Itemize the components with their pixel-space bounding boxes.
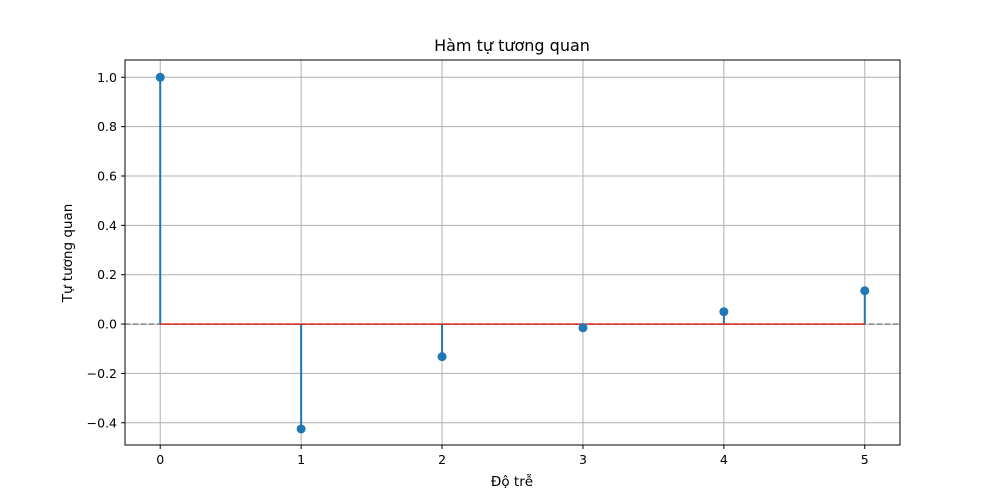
- y-tick-label: 1.0: [97, 70, 117, 85]
- x-tick-label: 1: [297, 452, 305, 467]
- y-tick-label: 0.4: [97, 218, 117, 233]
- x-tick-label: 3: [579, 452, 587, 467]
- grid-layer: [125, 60, 900, 445]
- y-tick-label: 0.6: [97, 168, 117, 183]
- y-tick-label: −0.4: [87, 415, 117, 430]
- stem-marker: [860, 286, 870, 296]
- y-tick-label: 0.8: [97, 119, 117, 134]
- y-axis-label: Tự tương quan: [60, 204, 76, 304]
- x-axis-label: Độ trễ: [491, 473, 533, 490]
- tick-layer: 0 1 2 3 4 5 −0.4 −0.2 0.0 0.2 0.4 0.6 0.8 1.0: [87, 70, 869, 467]
- y-tick-label: −0.2: [87, 366, 117, 381]
- x-tick-label: 5: [861, 452, 869, 467]
- stem-marker: [155, 72, 165, 82]
- stem-marker: [437, 352, 447, 362]
- stem-marker: [719, 307, 729, 317]
- plot-frame: [124, 59, 901, 446]
- x-tick-label: 4: [720, 452, 728, 467]
- stem-marker: [578, 323, 588, 333]
- x-tick-label: 0: [156, 452, 164, 467]
- x-tick-label: 2: [438, 452, 446, 467]
- stem-layer: [155, 72, 870, 434]
- chart-title: Hàm tự tương quan: [434, 36, 590, 55]
- stem-marker: [296, 424, 306, 434]
- y-tick-label: 0.2: [97, 267, 117, 282]
- y-tick-label: 0.0: [97, 317, 117, 332]
